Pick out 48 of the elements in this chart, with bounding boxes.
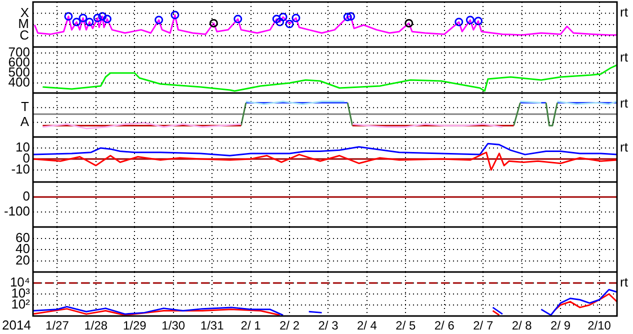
point	[276, 18, 284, 26]
point	[404, 18, 414, 28]
point	[102, 14, 112, 24]
x-axis-title: 2014	[2, 318, 31, 333]
x-tick-label: 1/31	[200, 318, 224, 333]
y2-axis-title: rt	[620, 140, 628, 155]
text: T	[21, 99, 30, 114]
y-tick-label: -100	[4, 204, 30, 219]
x-tick-label: 1/27	[46, 318, 70, 333]
x-tick-label: 1/29	[122, 318, 147, 333]
y2-axis-title: rt	[620, 50, 628, 65]
y-tick-label: -10	[11, 162, 30, 177]
x-tick-label: 2/ 9	[550, 318, 571, 333]
x-tick-label: 2/ 4	[356, 318, 378, 333]
x-tick-label: 2/ 5	[396, 318, 416, 333]
point	[64, 12, 73, 21]
x-tick-label: 2/ 1	[240, 318, 262, 333]
y2-axis-title: rt	[620, 96, 628, 111]
point	[93, 14, 102, 22]
x-tick-label: 2/ 8	[512, 318, 532, 333]
point	[78, 14, 88, 22]
point	[285, 20, 294, 28]
point	[278, 12, 288, 22]
point	[343, 12, 352, 22]
y2-axis-title: rt	[620, 4, 628, 20]
point	[474, 16, 483, 26]
point	[292, 14, 300, 22]
point	[85, 18, 94, 26]
x-tick-label: 2/ 7	[473, 318, 494, 333]
y-tick-label: 0	[22, 188, 30, 204]
point	[98, 12, 107, 21]
x-tick-label: 2/ 2	[280, 318, 300, 333]
point	[234, 14, 242, 24]
point	[272, 14, 281, 24]
point	[170, 10, 180, 20]
point	[154, 16, 164, 24]
point	[454, 18, 464, 26]
x-tick-label: 1/28	[84, 318, 108, 333]
point	[72, 18, 81, 26]
point	[466, 16, 474, 24]
x-tick-label: 2/ 3	[318, 318, 339, 333]
x-tick-label: 2/ 6	[434, 318, 455, 333]
x-tick-label: 2/10	[588, 318, 612, 333]
point	[209, 18, 218, 28]
x-tick-label: 1/30	[162, 318, 186, 333]
point	[346, 12, 356, 21]
y2-axis-title: rt	[620, 274, 628, 290]
text: A	[20, 114, 30, 129]
